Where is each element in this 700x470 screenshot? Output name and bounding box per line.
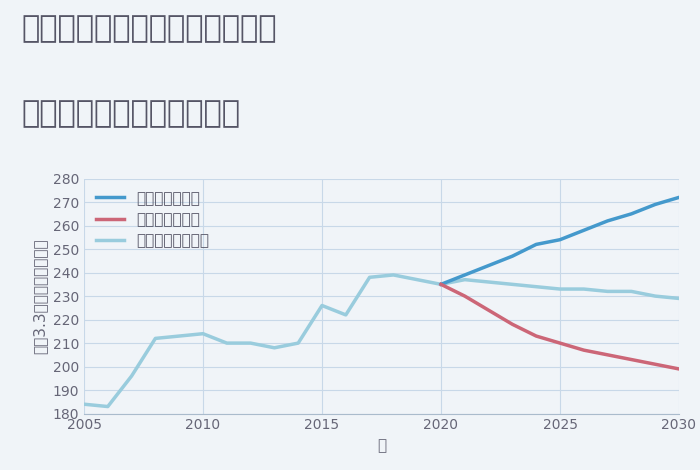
Text: 神奈川県横浜市緑区北八朔町の: 神奈川県横浜市緑区北八朔町の xyxy=(21,14,276,43)
X-axis label: 年: 年 xyxy=(377,438,386,453)
Text: 中古マンションの価格推移: 中古マンションの価格推移 xyxy=(21,99,240,128)
Legend: グッドシナリオ, バッドシナリオ, ノーマルシナリオ: グッドシナリオ, バッドシナリオ, ノーマルシナリオ xyxy=(92,186,214,253)
Y-axis label: 坪（3.3㎡）単価（万円）: 坪（3.3㎡）単価（万円） xyxy=(32,238,47,354)
